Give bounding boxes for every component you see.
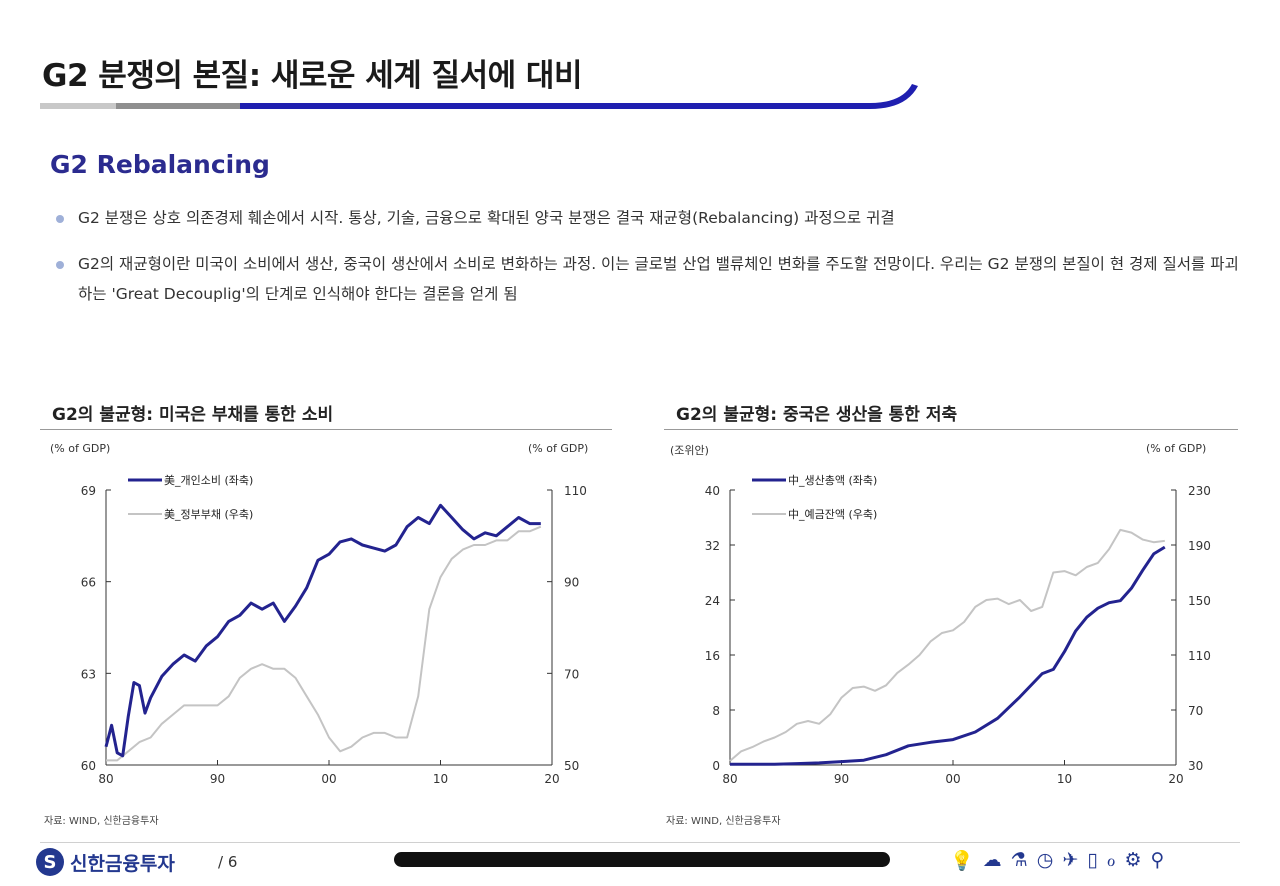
chart-divider bbox=[40, 429, 612, 430]
plane-icon: ✈ bbox=[1062, 849, 1079, 871]
page-title: G2 분쟁의 본질: 새로운 세계 질서에 대비 bbox=[42, 58, 582, 94]
section-subtitle: G2 Rebalancing bbox=[50, 150, 270, 179]
series-line-right bbox=[106, 525, 542, 762]
phone-icon: ▯ bbox=[1087, 849, 1098, 871]
legend-label: 美_개인소비 (좌축) bbox=[164, 474, 253, 487]
y-tick-label-right: 190 bbox=[1188, 539, 1211, 553]
x-tick-label: 90 bbox=[834, 772, 849, 786]
y-tick-label-right: 50 bbox=[564, 759, 579, 773]
legend-label: 美_정부부채 (우축) bbox=[164, 508, 253, 521]
y-tick-label-left: 8 bbox=[712, 704, 720, 718]
y-tick-label-right: 150 bbox=[1188, 594, 1211, 608]
x-tick-label: 10 bbox=[1057, 772, 1072, 786]
y-tick-label-left: 69 bbox=[81, 484, 96, 498]
bullet-dot-icon bbox=[56, 215, 64, 223]
clock-icon: ◷ bbox=[1036, 849, 1054, 871]
x-tick-label: 80 bbox=[722, 772, 737, 786]
left-axis-unit: (% of GDP) bbox=[50, 442, 111, 455]
brand-name: 신한금융투자 bbox=[70, 852, 175, 875]
page-number: / 6 bbox=[218, 853, 238, 871]
accent-rule bbox=[240, 84, 918, 109]
cloud-icon: ☁ bbox=[982, 849, 1002, 871]
series-line-left bbox=[104, 503, 541, 758]
x-tick-label: 20 bbox=[1168, 772, 1183, 786]
title-underline bbox=[40, 84, 918, 109]
y-tick-label-right: 110 bbox=[564, 484, 587, 498]
x-tick-label: 20 bbox=[544, 772, 559, 786]
bullet-text: G2 분쟁은 상호 의존경제 훼손에서 시작. 통상, 기술, 금융으로 확대된… bbox=[78, 209, 895, 227]
y-tick-label-left: 24 bbox=[705, 594, 720, 608]
bullet-text: G2의 재균형이란 미국이 소비에서 생산, 중국이 생산에서 소비로 변화하는… bbox=[78, 255, 1239, 303]
y-tick-label-right: 70 bbox=[1188, 704, 1203, 718]
x-tick-label: 00 bbox=[945, 772, 960, 786]
flask-icon: ⚗ bbox=[1010, 849, 1028, 871]
x-tick-label: 80 bbox=[98, 772, 113, 786]
chart-source: 자료: WIND, 신한금융투자 bbox=[44, 816, 159, 827]
y-tick-label-left: 63 bbox=[81, 667, 96, 681]
bulb-icon: 💡 bbox=[950, 850, 974, 872]
x-tick-label: 00 bbox=[321, 772, 336, 786]
chart-cn: 0 8 16 24 32 40 30 70 110 150 190 230 80 90 00 10 20 中_생산… bbox=[705, 474, 1211, 786]
y-tick-label-right: 90 bbox=[564, 576, 579, 590]
home-indicator[interactable] bbox=[394, 852, 890, 867]
bullet-dot-icon bbox=[56, 261, 64, 269]
legend-label: 中_예금잔액 (우축) bbox=[788, 508, 877, 521]
y-tick-label-left: 66 bbox=[81, 576, 96, 590]
right-axis-unit: (% of GDP) bbox=[528, 442, 589, 455]
footer-divider bbox=[40, 842, 1240, 843]
chart-divider bbox=[664, 429, 1238, 430]
stethoscope-icon: ℴ bbox=[1106, 849, 1116, 871]
footer-icon-strip: 💡 ☁ ⚗ ◷ ✈ ▯ ℴ ⚙ ⚲ bbox=[950, 849, 1164, 872]
chart-us: 60 63 66 69 50 70 90 110 80 90 00 10 20 美_개인소비 (좌축) 美_… bbox=[81, 474, 587, 786]
left-axis-unit: (조위안) bbox=[670, 444, 709, 457]
y-tick-label-left: 60 bbox=[81, 759, 96, 773]
bike-icon: ⚲ bbox=[1150, 849, 1165, 871]
gear-icon: ⚙ bbox=[1124, 849, 1142, 871]
right-axis-unit: (% of GDP) bbox=[1146, 442, 1207, 455]
brand-mark-icon: S bbox=[36, 848, 64, 876]
series-line-right bbox=[729, 528, 1165, 762]
y-tick-label-left: 0 bbox=[712, 759, 720, 773]
y-tick-label-right: 30 bbox=[1188, 759, 1203, 773]
chart-title-us: G2의 불균형: 미국은 부채를 통한 소비 bbox=[52, 405, 334, 425]
legend-label: 中_생산총액 (좌축) bbox=[788, 474, 877, 487]
series-line-left bbox=[730, 545, 1166, 766]
y-tick-label-right: 70 bbox=[564, 667, 579, 681]
y-tick-label-right: 110 bbox=[1188, 649, 1211, 663]
chart-source: 자료: WIND, 신한금융투자 bbox=[666, 816, 781, 827]
y-tick-label-right: 230 bbox=[1188, 484, 1211, 498]
y-tick-label-left: 32 bbox=[705, 539, 720, 553]
x-tick-label: 90 bbox=[210, 772, 225, 786]
brand-logo: S 신한금융투자 bbox=[36, 848, 175, 876]
chart-title-cn: G2의 불균형: 중국은 생산을 통한 저축 bbox=[676, 405, 958, 425]
y-tick-label-left: 16 bbox=[705, 649, 720, 663]
y-tick-label-left: 40 bbox=[705, 484, 720, 498]
x-tick-label: 10 bbox=[433, 772, 448, 786]
